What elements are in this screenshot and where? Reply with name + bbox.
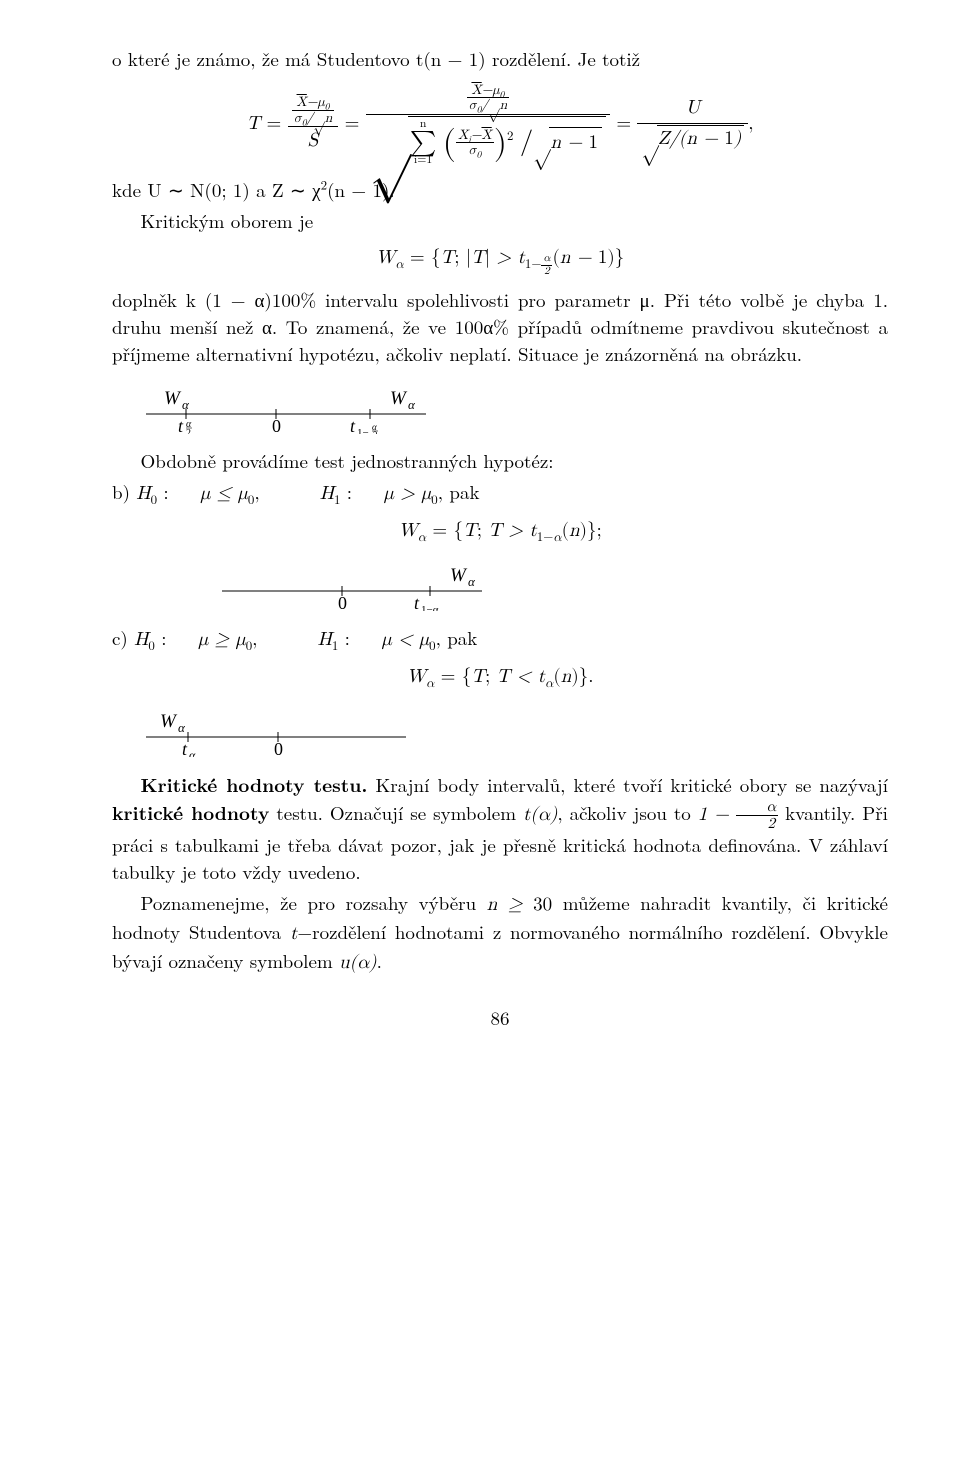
svg-text:2: 2 [373,430,378,434]
para-2b: (n − 1). [327,176,395,203]
para-2: kde U ∼ N(0; 1) a Z ∼ χ2(n − 1). [112,177,888,204]
svg-text:t: t [178,416,184,434]
line-b: b) H0 : μ ≤ μ0, H1 : μ > μ0, pak [112,479,888,508]
para-4: doplněk k (1 − α)100% intervalu spolehli… [112,287,888,368]
para-3: Kritickým oborem je [112,208,888,235]
svg-text:α: α [408,397,416,412]
para-7: Poznamenejme, že pro rozsahy výběru n ≥ … [112,890,888,977]
svg-text:0: 0 [272,416,281,434]
equation-c: Wα = {T; T < tα(n)}. [112,664,888,691]
svg-text:α: α [189,748,196,757]
diagram-left-tail: Wα t α 0 [146,701,888,757]
svg-text:t: t [350,416,356,434]
svg-text:α: α [178,720,186,735]
para-2a: kde U ∼ N(0; 1) a Z ∼ χ [112,176,321,203]
svg-text:0: 0 [274,739,283,757]
line-c: c) H0 : μ ≥ μ0, H1 : μ < μ0, pak [112,625,888,654]
svg-text:2: 2 [186,428,191,434]
svg-text:t: t [414,593,420,611]
para-1: o které je známo, že má Studentovo t(n −… [112,46,888,73]
para-6-bold2: kritické hodnoty [112,798,269,826]
equation-b: Wα = {T; T > t1−α(n)}; [112,518,888,545]
svg-text:W: W [164,388,182,409]
svg-text:W: W [160,711,178,732]
para-5: Obdobně provádíme test jednostranných hy… [112,448,888,475]
svg-text:1−: 1− [357,427,369,434]
para-6-r1: Krajní body intervalů, které tvoří kriti… [367,771,888,798]
equation-T: T = X−μ0 σ0/√n S = X−μ0 σ0/√n √ n∑i=1 (X… [112,83,888,167]
para-6-bold1: Kritické hodnoty testu. [141,770,368,798]
svg-text:t: t [182,739,188,757]
page-number: 86 [112,1005,888,1032]
diagram-right-tail: Wα 0 t 1−α [222,555,888,611]
diagram-two-sided: Wα Wα t α 2 0 t 1− α 2 [146,378,888,434]
svg-text:W: W [390,388,408,409]
svg-text:1−α: 1−α [421,604,439,611]
svg-text:0: 0 [338,593,347,611]
svg-text:α: α [468,574,476,589]
equation-Walpha: Wα = {T; |T| > t1−α2(n − 1)} [112,245,888,277]
para-6: Kritické hodnoty testu. Krajní body inte… [112,771,888,886]
svg-text:W: W [450,565,468,586]
